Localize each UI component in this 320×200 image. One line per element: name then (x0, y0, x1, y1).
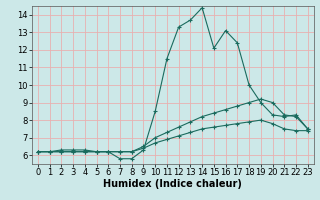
X-axis label: Humidex (Indice chaleur): Humidex (Indice chaleur) (103, 179, 242, 189)
